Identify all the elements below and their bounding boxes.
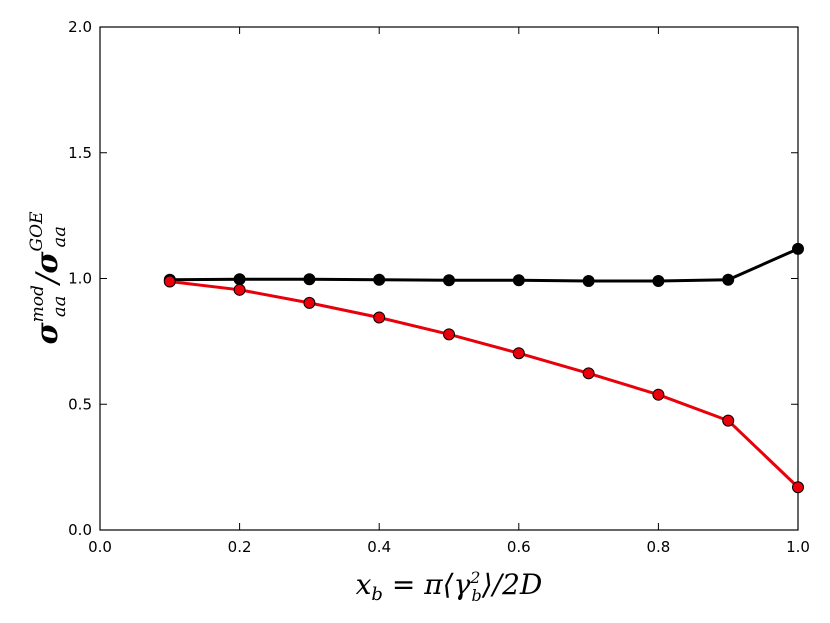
data-point [443,328,455,341]
x-axis-title-x-sub: b [371,584,383,605]
x-axis-title: xb = π⟨γ2 b⟩/2D [356,568,543,605]
data-point [373,273,386,286]
tick-layer: 0.0 0.2 0.4 0.6 0.8 1.0 0.0 0.5 1.0 1.5 2.0 [68,18,810,556]
y-axis-title: σmodaa/σGOE aa [27,211,70,345]
data-point [303,273,316,286]
y-tick-label: 0.0 [68,521,92,539]
series-layer [163,242,804,494]
y-axis-title-slash: / [30,271,65,287]
x-axis-title-gamma: γ [454,568,471,601]
data-point [303,296,316,309]
data-point [512,347,525,360]
y-axis-title-sigma2: σ [30,251,65,274]
data-point [233,283,246,296]
y-tick-label: 1.0 [68,270,92,288]
data-point [233,273,246,286]
y-axis-title-sup-goe: GOE [27,211,47,252]
series-line [169,247,799,283]
y-tick-label: 1.5 [68,144,92,162]
x-tick-label: 0.2 [228,538,252,556]
x-tick-label: 1.0 [786,538,810,556]
y-axis-title-sup-mod: mod [28,285,48,322]
x-axis-title-eq: = π [383,568,443,601]
data-point [512,274,525,287]
x-axis-title-gamma-sub: b [471,586,481,605]
x-tick-label: 0.6 [507,538,531,556]
data-point [652,388,665,401]
x-axis-title-x: x [356,568,372,601]
x-tick-label: 0.4 [367,538,391,556]
series-1 [163,242,804,288]
data-point [652,275,665,288]
y-tick-label: 2.0 [68,18,92,36]
data-point [373,311,386,324]
data-point [163,275,176,288]
y-tick-label: 0.5 [68,395,92,413]
y-axis-title-sub-aa: aa [49,296,70,317]
data-point [582,367,595,380]
data-point [582,275,595,288]
data-point [792,242,804,255]
series-line [169,280,800,489]
x-tick-label: 0.8 [646,538,670,556]
x-tick-label: 0.0 [88,538,112,556]
x-axis-title-gamma-sup: 2 [469,568,480,587]
x-axis-title-langle: ⟨ [443,568,455,601]
y-axis-title-sigma: σ [30,322,65,345]
x-axis-title-rest: /2D [490,568,543,601]
data-point [792,481,804,494]
data-point [722,414,735,427]
data-point [722,273,735,286]
x-axis-title-rangle: ⟩ [481,568,493,601]
y-axis-title-sub-aa2: aa [49,226,70,247]
data-point [443,274,455,287]
series-2 [163,275,804,494]
